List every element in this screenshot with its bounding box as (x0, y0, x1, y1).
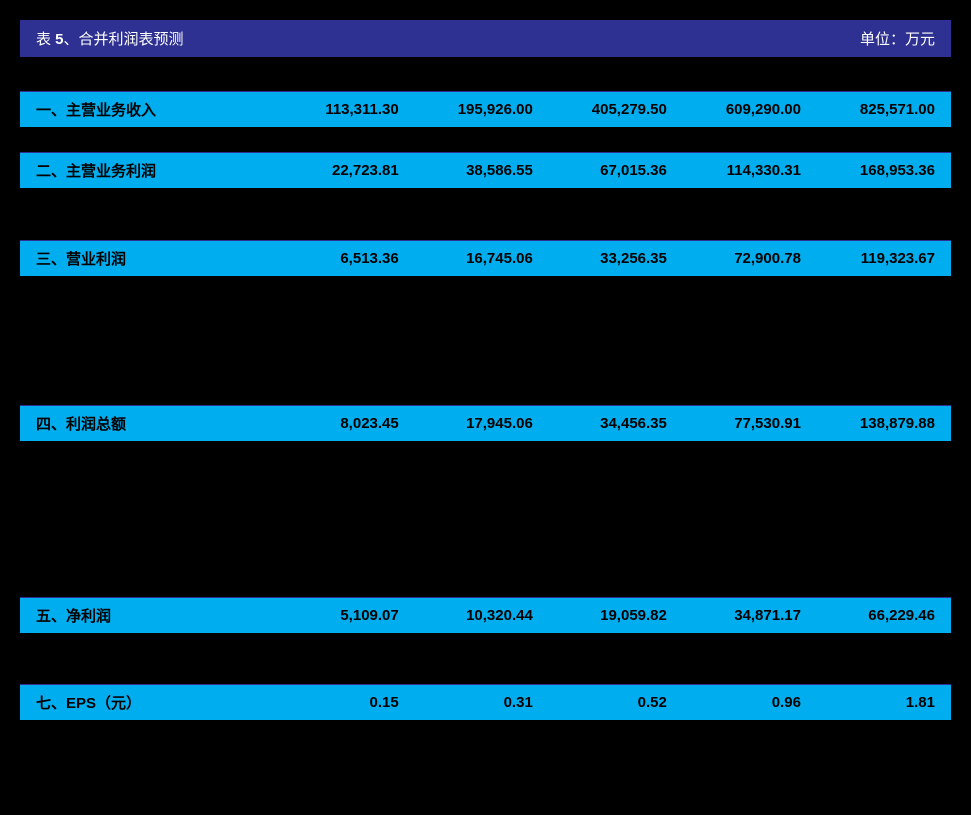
row-value: 138,879.88 (817, 406, 951, 442)
row-label: 七、EPS（元） (20, 685, 281, 721)
financial-table: 一、主营业务收入113,311.30195,926.00405,279.5060… (20, 65, 951, 746)
table-row: 四、利润总额8,023.4517,945.0634,456.3577,530.9… (20, 406, 951, 442)
table-container: 表 5、合并利润表预测 单位：万元 一、主营业务收入113,311.30195,… (20, 20, 951, 746)
row-value: 38,586.55 (415, 153, 549, 189)
table-title-bar: 表 5、合并利润表预测 单位：万元 (20, 20, 951, 57)
row-value: 168,953.36 (817, 153, 951, 189)
row-value: 113,311.30 (281, 91, 415, 127)
row-label: 三、营业利润 (20, 240, 281, 276)
row-label: 五、净利润 (20, 597, 281, 633)
row-value: 114,330.31 (683, 153, 817, 189)
row-label: 四、利润总额 (20, 406, 281, 442)
row-value: 6,513.36 (281, 240, 415, 276)
table-row: 二、主营业务利润22,723.8138,586.5567,015.36114,3… (20, 153, 951, 189)
row-value: 72,900.78 (683, 240, 817, 276)
row-value: 0.96 (683, 685, 817, 721)
row-value: 5,109.07 (281, 597, 415, 633)
row-value: 405,279.50 (549, 91, 683, 127)
title-number: 5 (55, 31, 63, 48)
row-label: 二、主营业务利润 (20, 153, 281, 189)
row-value: 22,723.81 (281, 153, 415, 189)
row-value: 33,256.35 (549, 240, 683, 276)
row-value: 195,926.00 (415, 91, 549, 127)
table-unit: 单位：万元 (860, 28, 935, 49)
row-value: 8,023.45 (281, 406, 415, 442)
row-value: 66,229.46 (817, 597, 951, 633)
row-value: 77,530.91 (683, 406, 817, 442)
row-value: 0.31 (415, 685, 549, 721)
row-value: 825,571.00 (817, 91, 951, 127)
row-value: 1.81 (817, 685, 951, 721)
row-value: 16,745.06 (415, 240, 549, 276)
row-value: 17,945.06 (415, 406, 549, 442)
row-value: 19,059.82 (549, 597, 683, 633)
row-value: 0.15 (281, 685, 415, 721)
title-suffix: 、合并利润表预测 (64, 31, 184, 48)
row-value: 609,290.00 (683, 91, 817, 127)
table-row: 七、EPS（元）0.150.310.520.961.81 (20, 685, 951, 721)
table-row: 五、净利润5,109.0710,320.4419,059.8234,871.17… (20, 597, 951, 633)
table-row: 三、营业利润6,513.3616,745.0633,256.3572,900.7… (20, 240, 951, 276)
row-value: 0.52 (549, 685, 683, 721)
title-prefix: 表 (36, 31, 55, 48)
row-value: 10,320.44 (415, 597, 549, 633)
row-label: 一、主营业务收入 (20, 91, 281, 127)
table-row: 一、主营业务收入113,311.30195,926.00405,279.5060… (20, 91, 951, 127)
row-value: 119,323.67 (817, 240, 951, 276)
row-value: 34,871.17 (683, 597, 817, 633)
row-value: 67,015.36 (549, 153, 683, 189)
table-title: 表 5、合并利润表预测 (36, 28, 184, 49)
row-value: 34,456.35 (549, 406, 683, 442)
